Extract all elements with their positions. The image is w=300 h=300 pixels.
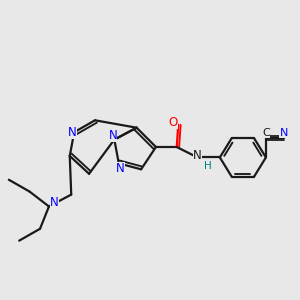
- Text: N: N: [68, 126, 77, 139]
- Text: N: N: [193, 149, 202, 162]
- Text: N: N: [109, 129, 117, 142]
- Text: O: O: [168, 116, 178, 129]
- Text: N: N: [116, 162, 125, 175]
- Text: H: H: [204, 161, 212, 171]
- Text: C: C: [262, 128, 270, 138]
- Text: N: N: [50, 196, 59, 209]
- Text: N: N: [280, 128, 288, 138]
